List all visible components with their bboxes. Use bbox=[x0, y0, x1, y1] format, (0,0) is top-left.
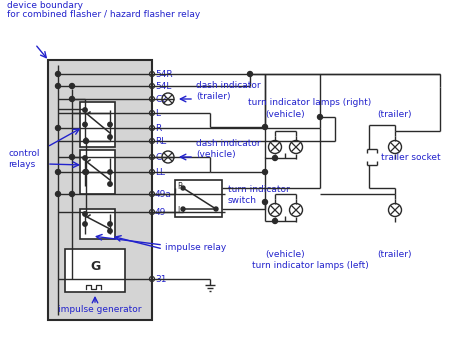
Text: 54R: 54R bbox=[155, 70, 173, 79]
Circle shape bbox=[70, 191, 74, 196]
Bar bbox=[80, 150, 115, 194]
Circle shape bbox=[263, 170, 267, 175]
Circle shape bbox=[83, 122, 87, 127]
Text: R: R bbox=[177, 182, 182, 191]
Circle shape bbox=[181, 207, 185, 211]
Text: LL: LL bbox=[155, 167, 165, 176]
Circle shape bbox=[55, 71, 61, 76]
Text: (vehicle): (vehicle) bbox=[265, 110, 305, 119]
Circle shape bbox=[83, 108, 87, 112]
Circle shape bbox=[108, 182, 112, 186]
Text: C: C bbox=[155, 152, 161, 161]
Circle shape bbox=[108, 222, 112, 226]
Text: G: G bbox=[90, 260, 100, 273]
Circle shape bbox=[55, 126, 61, 131]
Circle shape bbox=[83, 170, 87, 174]
Text: device boundary: device boundary bbox=[7, 1, 83, 10]
Circle shape bbox=[55, 170, 61, 175]
Text: L: L bbox=[177, 206, 181, 215]
Text: impulse generator: impulse generator bbox=[58, 305, 142, 313]
Text: (trailer): (trailer) bbox=[378, 110, 412, 119]
Text: RL: RL bbox=[155, 136, 166, 146]
Text: turn indicator lamps (left): turn indicator lamps (left) bbox=[252, 261, 368, 270]
Circle shape bbox=[70, 155, 74, 160]
Text: control
relays: control relays bbox=[8, 149, 39, 169]
Circle shape bbox=[83, 139, 89, 144]
Text: turn indicator lamps (right): turn indicator lamps (right) bbox=[248, 98, 372, 107]
Bar bbox=[175, 180, 222, 217]
Circle shape bbox=[108, 229, 112, 233]
Text: (vehicle): (vehicle) bbox=[265, 250, 305, 259]
Circle shape bbox=[108, 122, 112, 127]
Circle shape bbox=[181, 186, 185, 190]
Text: 49: 49 bbox=[155, 207, 166, 216]
Text: (trailer): (trailer) bbox=[378, 250, 412, 259]
Bar bbox=[48, 60, 152, 320]
Circle shape bbox=[214, 207, 218, 211]
Text: 49a: 49a bbox=[155, 190, 172, 198]
Circle shape bbox=[83, 170, 89, 175]
Circle shape bbox=[55, 191, 61, 196]
Circle shape bbox=[247, 71, 253, 76]
Circle shape bbox=[83, 156, 87, 160]
Text: C2: C2 bbox=[155, 95, 167, 104]
Text: dash indicator
(trailer): dash indicator (trailer) bbox=[196, 81, 261, 101]
Text: for combined flasher / hazard flasher relay: for combined flasher / hazard flasher re… bbox=[7, 10, 200, 19]
Circle shape bbox=[55, 84, 61, 89]
Text: L: L bbox=[155, 109, 160, 117]
Text: 54L: 54L bbox=[155, 81, 172, 91]
Bar bbox=[80, 102, 115, 147]
Text: dash indicator
(vehicle): dash indicator (vehicle) bbox=[196, 139, 261, 159]
Circle shape bbox=[83, 222, 87, 226]
Circle shape bbox=[273, 156, 277, 161]
Circle shape bbox=[273, 218, 277, 223]
Text: 31: 31 bbox=[155, 275, 166, 283]
Circle shape bbox=[108, 135, 112, 139]
Bar bbox=[80, 209, 115, 239]
Circle shape bbox=[318, 115, 322, 120]
Text: trailer socket: trailer socket bbox=[381, 152, 441, 161]
Circle shape bbox=[70, 96, 74, 101]
Circle shape bbox=[263, 125, 267, 130]
Circle shape bbox=[108, 170, 112, 174]
Text: impulse relay: impulse relay bbox=[165, 242, 226, 251]
Circle shape bbox=[263, 200, 267, 205]
Text: R: R bbox=[155, 124, 161, 132]
Text: turn indicator
switch: turn indicator switch bbox=[228, 185, 290, 205]
Circle shape bbox=[83, 212, 87, 216]
Bar bbox=[65, 249, 125, 292]
Circle shape bbox=[70, 84, 74, 89]
